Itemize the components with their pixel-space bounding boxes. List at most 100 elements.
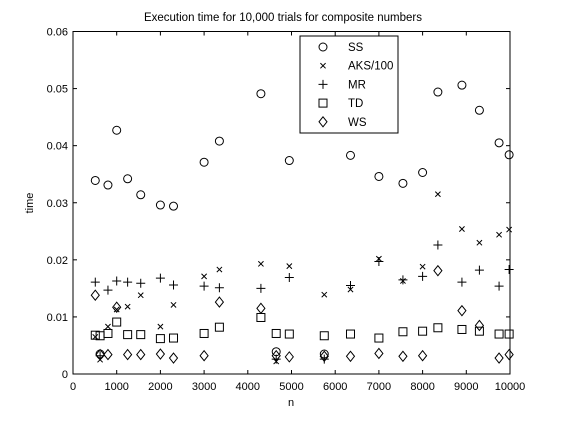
data-point-x [476,239,483,246]
data-point-diamond [214,296,225,308]
legend-label: SS [348,42,364,54]
x-axis-label: n [288,397,294,409]
legend: SS AKS/100 MR TD WS [299,35,399,134]
data-point-circle [169,201,179,211]
x-tick-label: 5000 [279,381,303,393]
y-axis-label: time [24,193,36,214]
data-point-x [170,301,177,308]
data-point-diamond [256,302,266,315]
data-point-square [494,329,504,339]
chart-title: Execution time for 10,000 trials for com… [144,12,422,24]
y-tick-label: 0.02 [47,255,68,267]
data-point-diamond [374,347,384,360]
data-point-circle [504,150,514,160]
data-point-x [458,226,465,232]
data-point-x [257,260,264,267]
legend-marker-circle [318,42,328,52]
data-point-plus [398,275,408,285]
data-point-square [155,334,165,344]
data-point-plus [374,257,384,267]
series-x [92,191,513,365]
data-point-diamond [474,319,485,332]
data-point-square [199,328,209,338]
data-point-plus [457,277,467,287]
data-point-circle [284,156,294,166]
data-point-plus [256,283,266,293]
data-point-plus [494,281,504,291]
data-point-circle [457,80,467,90]
data-point-plus [103,285,113,295]
data-point-circle [433,87,443,97]
x-tick-label: 8000 [410,381,434,393]
data-point-square [136,330,146,340]
data-point-square [504,329,514,339]
data-point-plus [136,278,146,288]
data-point-diamond [504,348,514,361]
data-point-circle [418,167,428,177]
data-point-x [496,231,503,238]
data-point-circle [103,180,113,190]
data-point-diamond [103,348,113,361]
series-diamond [90,264,514,364]
data-point-circle [136,190,146,200]
data-point-plus [214,283,224,293]
data-point-square [474,326,484,336]
legend-marker-x [320,62,326,69]
data-point-plus [474,265,484,275]
data-point-plus [169,280,179,290]
x-tick-label: 1000 [104,381,128,393]
data-point-diamond [271,349,281,362]
y-tick-label: 0.06 [47,27,68,39]
plot-frame [72,31,511,375]
data-point-circle [374,171,384,181]
data-point-diamond [417,349,428,362]
x-tick-label: 7000 [367,381,391,393]
data-point-diamond [122,348,133,361]
data-point-circle [398,178,408,188]
data-point-diamond [95,348,105,361]
data-point-square [256,312,266,322]
y-tick-label: 0.01 [47,312,68,324]
data-point-plus [345,281,355,291]
data-point-square [433,323,443,333]
data-point-diamond [433,264,443,277]
data-point-x [216,266,223,273]
y-tick-label: 0.04 [47,141,68,153]
x-tick-label: 10000 [495,381,526,393]
x-tick-label: 6000 [323,381,347,393]
x-tick-label: 0 [70,381,76,393]
series-circle [90,80,514,359]
legend-box [299,35,399,134]
data-point-square [345,329,355,339]
legend-marker-square [318,98,328,108]
series-square [90,312,514,344]
data-point-diamond [112,301,122,314]
data-point-x [92,333,99,340]
data-point-x [201,273,208,280]
data-point-x [157,323,164,330]
y-tick-label: 0 [62,369,68,381]
data-point-x [124,303,131,310]
data-point-plus [123,277,133,287]
marks-layer [90,80,514,365]
x-tick-label: 4000 [236,381,260,393]
data-point-circle [155,200,165,210]
data-point-diamond [90,289,100,302]
y-tick-label: 0.05 [47,84,68,96]
legend-label: AKS/100 [348,61,393,73]
data-point-plus [418,271,428,281]
data-point-x [434,191,441,198]
data-point-diamond [168,352,179,364]
data-point-diamond [155,348,166,360]
data-point-circle [112,125,122,135]
legend-label: TD [348,98,363,110]
data-point-x [506,226,513,233]
data-point-diamond [136,348,146,361]
data-point-circle [214,136,224,146]
data-point-circle [90,175,100,185]
data-point-square [103,328,113,338]
data-point-plus [504,265,514,275]
y-tick-label: 0.03 [47,198,68,210]
legend-label: MR [348,79,366,91]
